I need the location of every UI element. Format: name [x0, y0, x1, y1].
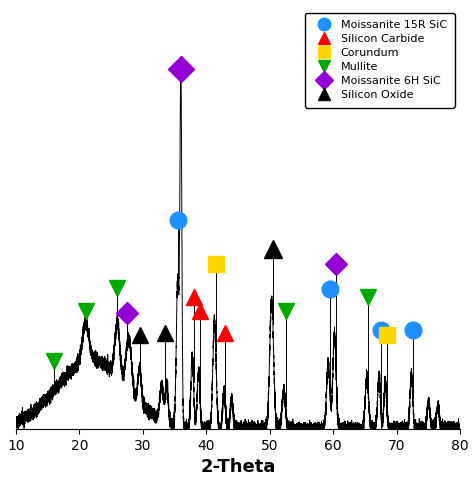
- X-axis label: 2-Theta: 2-Theta: [200, 458, 276, 476]
- Legend: Moissanite 15R SiC, Silicon Carbide, Corundum, Mullite, Moissanite 6H SiC, Silic: Moissanite 15R SiC, Silicon Carbide, Cor…: [305, 13, 455, 108]
